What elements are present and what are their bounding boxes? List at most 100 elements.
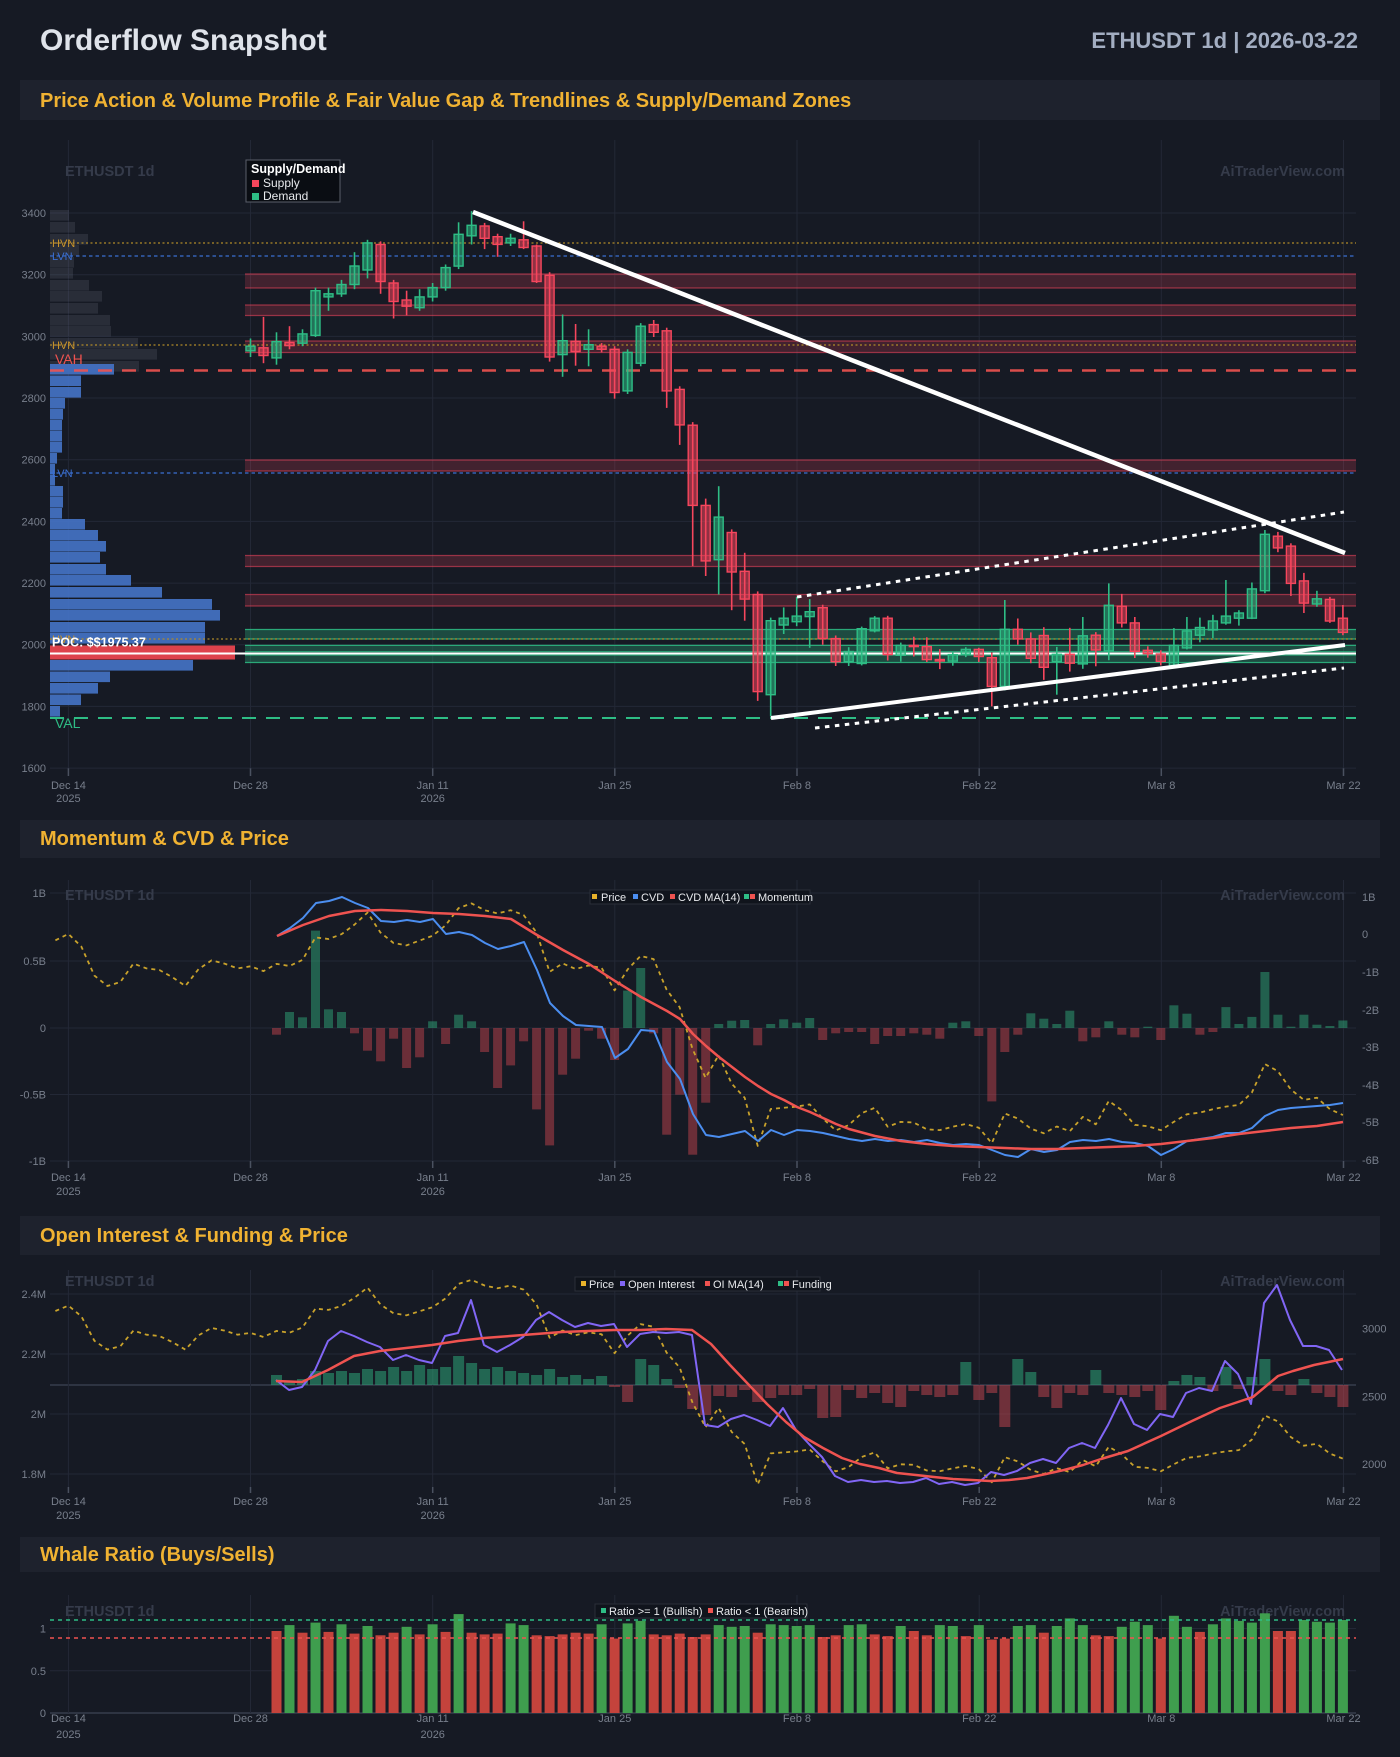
svg-text:Feb 22: Feb 22 [962,1496,996,1508]
svg-text:Feb 8: Feb 8 [783,1496,811,1508]
svg-text:2025: 2025 [56,793,80,805]
svg-text:-2B: -2B [1362,1005,1379,1017]
svg-text:Feb 8: Feb 8 [783,1172,811,1184]
svg-text:-5B: -5B [1362,1117,1379,1129]
svg-text:Feb 22: Feb 22 [962,780,996,792]
svg-text:2500: 2500 [1362,1391,1386,1403]
svg-text:2.4M: 2.4M [22,1289,46,1301]
svg-text:LVN: LVN [52,468,73,480]
svg-text:Feb 8: Feb 8 [783,1713,811,1725]
svg-text:Supply: Supply [263,176,300,190]
svg-text:Dec 28: Dec 28 [233,1713,268,1725]
svg-text:Orderflow Snapshot: Orderflow Snapshot [40,24,327,57]
svg-text:3200: 3200 [22,270,46,282]
svg-text:2025: 2025 [56,1729,80,1741]
svg-text:POC: $$1975.37: POC: $$1975.37 [52,636,146,650]
svg-text:HVN: HVN [52,238,75,250]
svg-text:Demand: Demand [263,189,308,203]
svg-text:Momentum & CVD & Price: Momentum & CVD & Price [40,828,289,850]
svg-text:2200: 2200 [22,578,46,590]
svg-text:Price Action & Volume Profile: Price Action & Volume Profile & Fair Val… [40,90,851,112]
svg-text:Dec 14: Dec 14 [51,780,86,792]
svg-text:0.5B: 0.5B [23,956,46,968]
svg-text:Dec 28: Dec 28 [233,1172,268,1184]
svg-text:Whale Ratio (Buys/Sells): Whale Ratio (Buys/Sells) [40,1544,275,1566]
svg-text:Jan 11: Jan 11 [417,1172,449,1184]
svg-text:Ratio >= 1 (Bullish): Ratio >= 1 (Bullish) [609,1606,703,1618]
svg-text:AiTraderView.com: AiTraderView.com [1220,1274,1345,1290]
svg-text:0: 0 [40,1708,46,1720]
svg-text:2800: 2800 [22,393,46,405]
svg-text:ETHUSDT 1d: ETHUSDT 1d [65,164,154,180]
svg-text:Open Interest & Funding & Pric: Open Interest & Funding & Price [40,1225,348,1247]
svg-text:Funding: Funding [792,1279,832,1291]
svg-text:2M: 2M [31,1409,46,1421]
svg-text:0: 0 [1362,929,1368,941]
svg-text:Jan 11: Jan 11 [417,1713,449,1725]
svg-text:CVD MA(14): CVD MA(14) [678,892,740,904]
svg-text:ETHUSDT 1d: ETHUSDT 1d [65,1274,154,1290]
svg-text:Feb 22: Feb 22 [962,1172,996,1184]
svg-text:2026: 2026 [420,1510,444,1522]
svg-text:Mar 8: Mar 8 [1147,1496,1175,1508]
svg-text:AiTraderView.com: AiTraderView.com [1220,1604,1345,1620]
svg-text:3400: 3400 [22,208,46,220]
svg-text:1800: 1800 [22,701,46,713]
svg-text:2026: 2026 [420,1186,444,1198]
svg-text:2025: 2025 [56,1186,80,1198]
svg-text:-1B: -1B [1362,967,1379,979]
svg-text:VAL: VAL [55,715,81,731]
svg-text:-6B: -6B [1362,1155,1379,1167]
svg-text:OI MA(14): OI MA(14) [713,1279,764,1291]
svg-text:Dec 28: Dec 28 [233,1496,268,1508]
svg-text:2.2M: 2.2M [22,1349,46,1361]
svg-text:3000: 3000 [22,331,46,343]
svg-text:2600: 2600 [22,455,46,467]
svg-text:2025: 2025 [56,1510,80,1522]
svg-text:Dec 28: Dec 28 [233,780,268,792]
svg-text:Mar 22: Mar 22 [1326,1496,1360,1508]
svg-text:Mar 8: Mar 8 [1147,780,1175,792]
svg-text:-4B: -4B [1362,1080,1379,1092]
svg-text:Jan 25: Jan 25 [598,1496,631,1508]
svg-text:2000: 2000 [22,640,46,652]
svg-text:1.8M: 1.8M [22,1469,46,1481]
svg-text:HVN: HVN [52,634,75,646]
svg-text:Dec 14: Dec 14 [51,1496,86,1508]
svg-text:Momentum: Momentum [758,892,813,904]
svg-text:CVD: CVD [641,892,664,904]
svg-text:2400: 2400 [22,516,46,528]
svg-text:Jan 25: Jan 25 [598,780,631,792]
svg-text:Mar 22: Mar 22 [1326,1713,1360,1725]
svg-text:ETHUSDT 1d | 2026-03-22: ETHUSDT 1d | 2026-03-22 [1091,28,1358,53]
svg-text:Mar 8: Mar 8 [1147,1713,1175,1725]
svg-text:3000: 3000 [1362,1324,1386,1336]
svg-text:Price: Price [601,892,626,904]
svg-text:AiTraderView.com: AiTraderView.com [1220,888,1345,904]
svg-text:Mar 22: Mar 22 [1326,1172,1360,1184]
svg-text:Open Interest: Open Interest [628,1279,695,1291]
svg-text:-1B: -1B [29,1156,46,1168]
svg-text:0: 0 [40,1023,46,1035]
svg-text:Feb 8: Feb 8 [783,780,811,792]
svg-text:AiTraderView.com: AiTraderView.com [1220,164,1345,180]
svg-text:1: 1 [40,1624,46,1636]
svg-text:ETHUSDT 1d: ETHUSDT 1d [65,1604,154,1620]
svg-text:Jan 11: Jan 11 [417,780,449,792]
svg-text:-0.5B: -0.5B [20,1090,46,1102]
svg-text:2026: 2026 [420,793,444,805]
svg-text:-3B: -3B [1362,1042,1379,1054]
svg-text:Jan 25: Jan 25 [598,1172,631,1184]
svg-text:1B: 1B [33,888,46,900]
svg-text:Ratio < 1 (Bearish): Ratio < 1 (Bearish) [716,1606,808,1618]
svg-text:VAH: VAH [55,351,83,367]
svg-text:Mar 22: Mar 22 [1326,780,1360,792]
svg-text:Price: Price [589,1279,614,1291]
svg-text:1B: 1B [1362,892,1375,904]
svg-text:2026: 2026 [420,1729,444,1741]
svg-text:1600: 1600 [22,763,46,775]
svg-text:HVN: HVN [52,340,75,352]
svg-text:ETHUSDT 1d: ETHUSDT 1d [65,888,154,904]
svg-text:0.5: 0.5 [31,1666,46,1678]
svg-text:Feb 22: Feb 22 [962,1713,996,1725]
